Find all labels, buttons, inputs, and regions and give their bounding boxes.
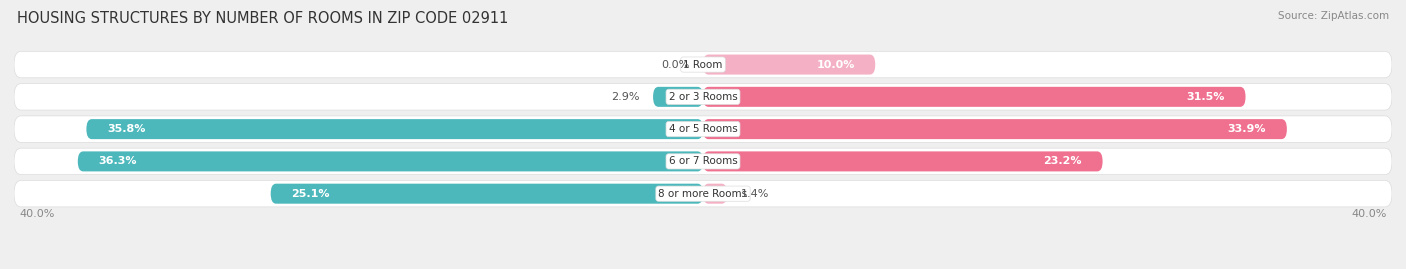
Text: 4 or 5 Rooms: 4 or 5 Rooms — [669, 124, 737, 134]
FancyBboxPatch shape — [703, 55, 875, 75]
Text: 0.0%: 0.0% — [661, 59, 689, 70]
FancyBboxPatch shape — [77, 151, 703, 171]
FancyBboxPatch shape — [14, 148, 1392, 175]
Text: 23.2%: 23.2% — [1043, 156, 1083, 167]
FancyBboxPatch shape — [703, 151, 1102, 171]
Text: 33.9%: 33.9% — [1227, 124, 1267, 134]
FancyBboxPatch shape — [86, 119, 703, 139]
Text: 8 or more Rooms: 8 or more Rooms — [658, 189, 748, 199]
Text: 2 or 3 Rooms: 2 or 3 Rooms — [669, 92, 737, 102]
Text: 35.8%: 35.8% — [107, 124, 145, 134]
FancyBboxPatch shape — [652, 87, 703, 107]
Text: HOUSING STRUCTURES BY NUMBER OF ROOMS IN ZIP CODE 02911: HOUSING STRUCTURES BY NUMBER OF ROOMS IN… — [17, 11, 508, 26]
Text: 40.0%: 40.0% — [20, 209, 55, 219]
Text: 36.3%: 36.3% — [98, 156, 136, 167]
Text: 1.4%: 1.4% — [741, 189, 769, 199]
Text: Source: ZipAtlas.com: Source: ZipAtlas.com — [1278, 11, 1389, 21]
FancyBboxPatch shape — [703, 87, 1246, 107]
Text: 1 Room: 1 Room — [683, 59, 723, 70]
FancyBboxPatch shape — [703, 119, 1286, 139]
Text: 10.0%: 10.0% — [817, 59, 855, 70]
Text: 25.1%: 25.1% — [291, 189, 330, 199]
FancyBboxPatch shape — [14, 180, 1392, 207]
Text: 6 or 7 Rooms: 6 or 7 Rooms — [669, 156, 737, 167]
FancyBboxPatch shape — [14, 51, 1392, 78]
Text: 2.9%: 2.9% — [610, 92, 640, 102]
Text: 31.5%: 31.5% — [1187, 92, 1225, 102]
FancyBboxPatch shape — [271, 184, 703, 204]
FancyBboxPatch shape — [14, 84, 1392, 110]
Text: 40.0%: 40.0% — [1351, 209, 1386, 219]
FancyBboxPatch shape — [703, 184, 727, 204]
FancyBboxPatch shape — [14, 116, 1392, 142]
